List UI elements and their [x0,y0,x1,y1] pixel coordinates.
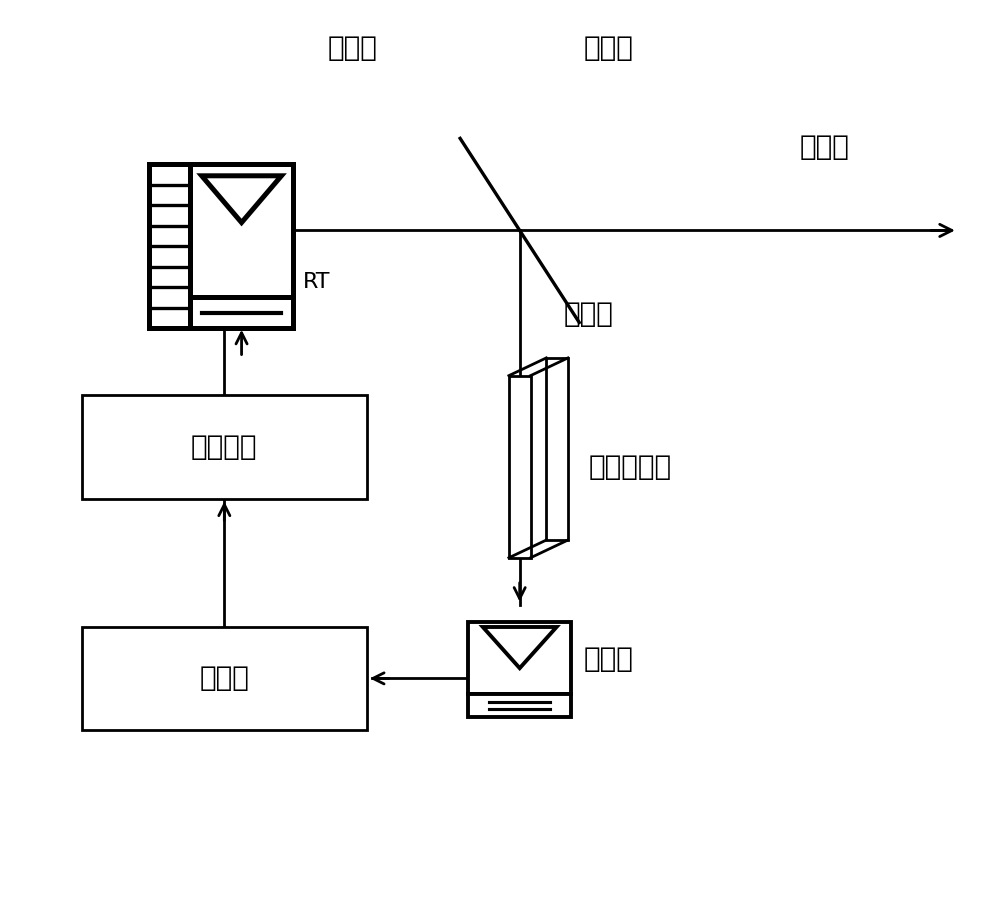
Text: 吸收气体池: 吸收气体池 [589,453,672,481]
Text: 激光器: 激光器 [327,34,377,62]
Bar [468,623,571,693]
Bar [82,627,367,730]
Text: RT: RT [303,272,331,292]
Text: 参考光: 参考光 [564,300,614,328]
Bar [468,693,571,717]
Text: 控制器: 控制器 [199,665,249,692]
Text: 出射光: 出射光 [800,133,850,161]
Bar [190,164,293,297]
Bar [190,297,293,328]
Polygon shape [483,627,557,668]
Text: 分光镜: 分光镜 [583,34,633,62]
Text: 驱动模块: 驱动模块 [191,433,258,461]
Bar [82,396,367,499]
Polygon shape [546,358,568,540]
Polygon shape [509,376,531,558]
Text: 探测器: 探测器 [584,645,634,673]
Polygon shape [202,176,281,222]
